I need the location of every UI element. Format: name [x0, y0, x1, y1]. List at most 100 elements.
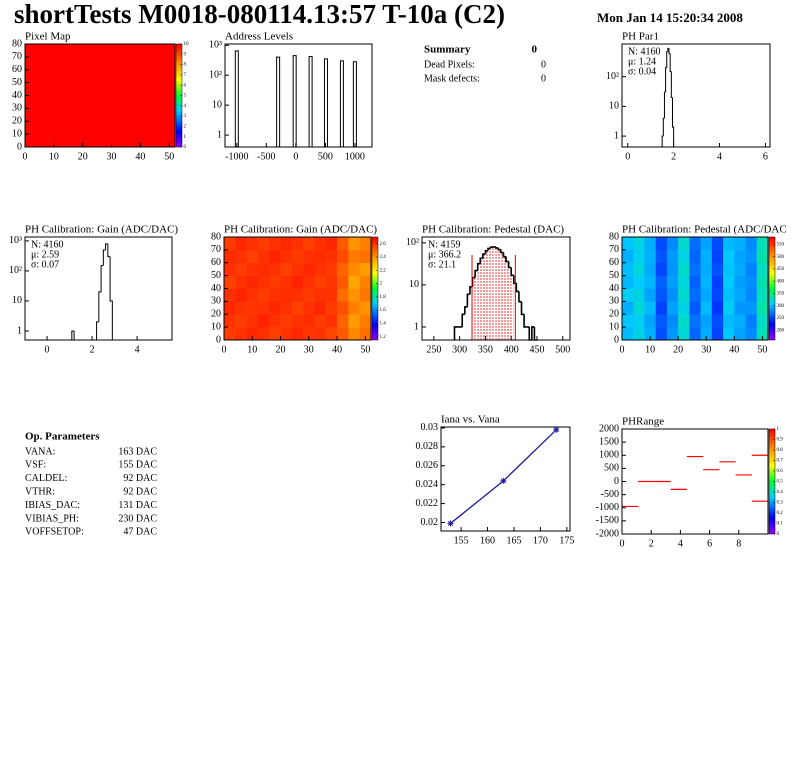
cell	[678, 249, 690, 264]
panel-title: PH Par1	[622, 31, 659, 43]
spike	[276, 56, 281, 147]
cell	[151, 56, 164, 71]
cell	[246, 275, 259, 289]
spike	[308, 56, 313, 147]
cell	[59, 69, 72, 83]
y-tick-label: 0.022	[416, 498, 439, 509]
cell	[303, 237, 315, 251]
cell	[666, 275, 679, 289]
cell	[140, 121, 153, 135]
cell	[117, 44, 130, 58]
cell	[314, 249, 327, 264]
z-tick-label: 450	[777, 267, 785, 272]
cell	[723, 237, 735, 251]
bar-fill	[493, 246, 496, 340]
cell	[325, 301, 338, 315]
cell	[269, 237, 281, 251]
bin	[662, 117, 665, 137]
cell	[633, 327, 645, 341]
cell	[303, 288, 315, 302]
cell	[163, 134, 176, 148]
cell	[151, 95, 164, 109]
cell	[337, 237, 349, 251]
cell	[257, 249, 270, 264]
cell	[94, 134, 107, 148]
cell	[644, 327, 656, 341]
y-tick-label: 0	[216, 334, 221, 345]
cell	[105, 44, 118, 58]
cell	[82, 121, 95, 135]
y-tick-label: -1000	[596, 502, 619, 513]
y-tick-label: 0	[614, 476, 619, 487]
cell	[48, 56, 60, 71]
cell	[105, 108, 118, 122]
z-tick-label: 1.4	[380, 322, 387, 327]
bar-fill	[490, 247, 494, 340]
cell	[348, 301, 360, 315]
bin	[466, 293, 470, 307]
cell	[48, 82, 60, 96]
cell	[711, 288, 724, 302]
op-value: 92 DAC	[123, 486, 157, 497]
cell	[94, 108, 107, 122]
cell	[246, 262, 259, 276]
cell	[25, 95, 37, 109]
bin	[671, 97, 675, 147]
cell	[36, 108, 49, 122]
cell	[723, 301, 735, 315]
y-tick-label: 1	[414, 321, 419, 332]
stats-line: N: 4160	[628, 46, 661, 57]
bin	[109, 256, 113, 340]
cell	[711, 275, 724, 289]
cell	[25, 69, 37, 83]
cell	[337, 288, 349, 302]
cell	[644, 237, 656, 251]
cell	[140, 69, 153, 83]
cell	[666, 314, 679, 328]
cell	[337, 249, 349, 264]
x-tick-label: 170	[533, 535, 548, 546]
cell	[94, 121, 107, 135]
cell	[622, 301, 634, 315]
cell	[644, 262, 656, 276]
cell	[291, 327, 304, 341]
cell	[359, 249, 372, 264]
cell	[59, 44, 72, 58]
cell	[655, 314, 668, 328]
cell	[655, 237, 668, 251]
cell	[257, 275, 270, 289]
cell	[25, 108, 37, 122]
cell	[633, 301, 645, 315]
cell	[348, 262, 360, 276]
bin	[476, 262, 481, 271]
cell	[257, 237, 270, 251]
cell	[633, 275, 645, 289]
z-tick-label: 2	[380, 282, 383, 287]
x-tick-label: 250	[426, 344, 441, 355]
cell	[734, 237, 746, 251]
z-tick-label: 0.4	[777, 490, 784, 495]
bin	[663, 91, 666, 119]
x-tick-label: 0	[293, 151, 298, 162]
cell	[291, 275, 304, 289]
bin	[71, 330, 75, 340]
cell	[711, 301, 724, 315]
z-tick-label: 3	[184, 114, 187, 119]
cell	[48, 121, 60, 135]
cell	[745, 237, 758, 251]
cell	[140, 56, 153, 71]
cell	[140, 95, 153, 109]
cell	[82, 69, 95, 83]
z-tick-label: 1.6	[380, 308, 387, 313]
cell	[723, 249, 735, 264]
y-tick-label: 10	[609, 101, 619, 112]
y-tick-label: 0.02	[421, 517, 439, 528]
cell	[348, 237, 360, 251]
y-tick-label: 10	[12, 128, 22, 139]
spike	[292, 55, 297, 147]
bin	[100, 265, 104, 292]
cell	[71, 108, 83, 122]
cell	[756, 262, 769, 276]
cell	[36, 82, 49, 96]
stats-line: σ: 0.07	[31, 259, 59, 270]
